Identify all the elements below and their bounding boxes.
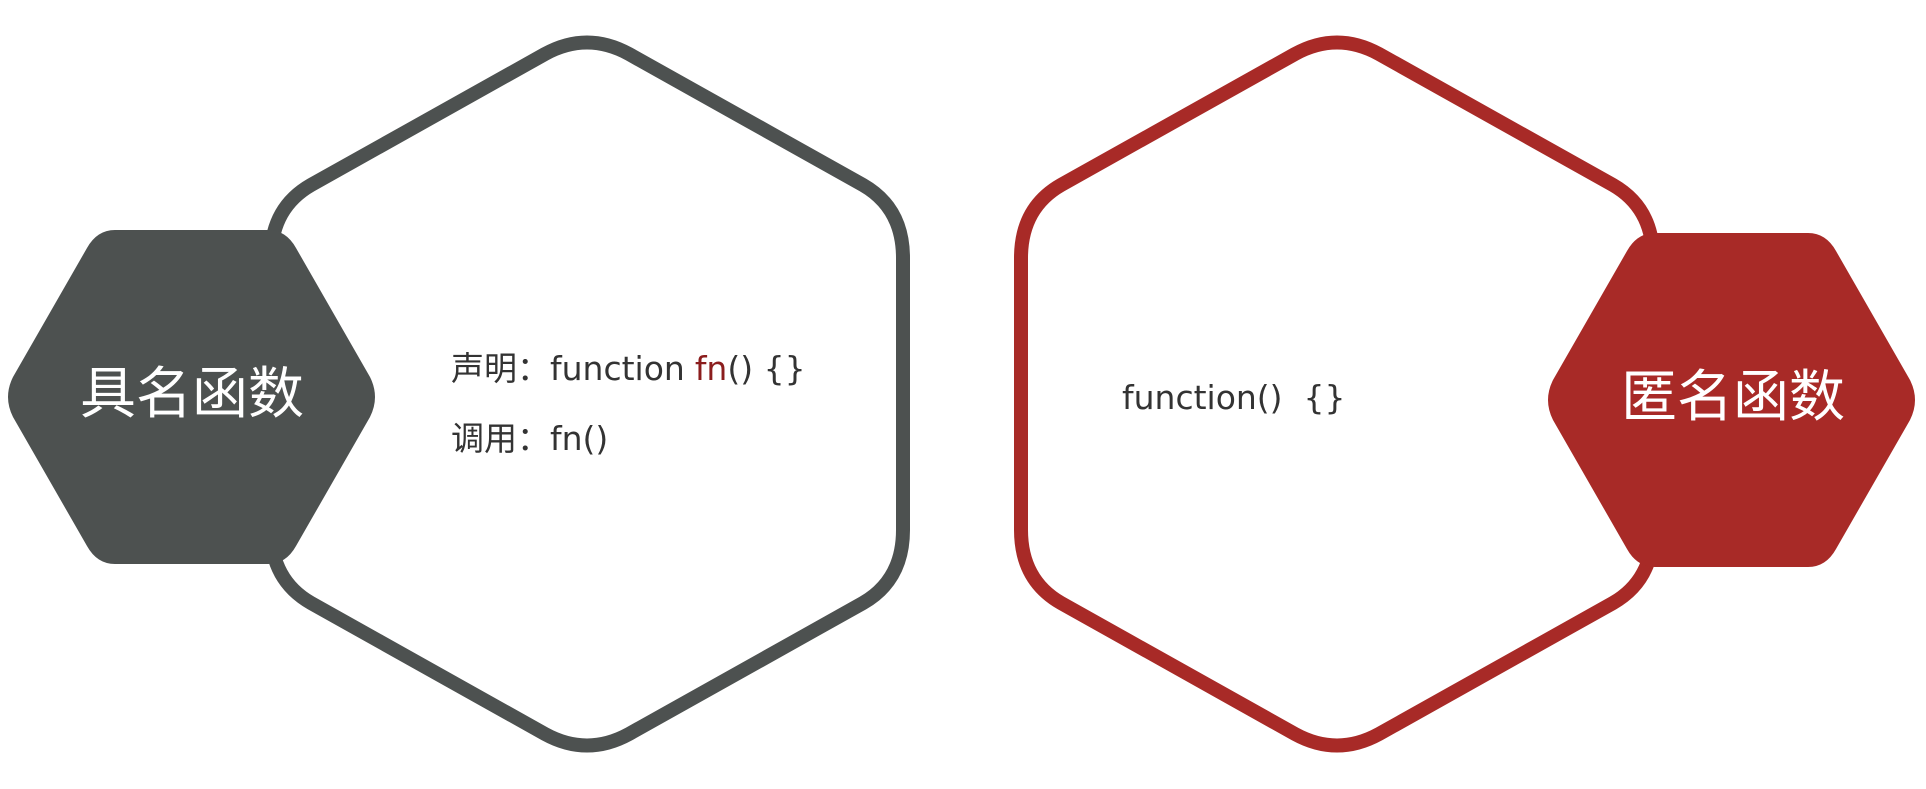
named-function-call: 调用：fn() bbox=[451, 419, 608, 458]
call-code: fn() bbox=[550, 419, 608, 458]
anonymous-function-code: function() {} bbox=[1122, 378, 1346, 417]
named-function-title: 具名函数 bbox=[80, 362, 304, 427]
anonymous-function-group: 匿名函数 function() {} bbox=[1014, 35, 1915, 753]
declaration-keyword: function bbox=[550, 349, 685, 388]
named-function-declaration: 声明：function fn() {} bbox=[451, 349, 806, 388]
anonymous-function-badge-hexagon bbox=[1548, 233, 1915, 567]
call-label: 调用： bbox=[451, 419, 550, 458]
declaration-function-name: fn bbox=[695, 349, 728, 388]
declaration-rest: () {} bbox=[727, 349, 805, 388]
named-function-group: 具名函数 声明：function fn() {} 调用：fn() bbox=[8, 35, 910, 753]
anonymous-function-title: 匿名函数 bbox=[1621, 365, 1845, 430]
named-function-badge-hexagon bbox=[8, 230, 375, 564]
declaration-label: 声明： bbox=[451, 349, 550, 388]
anonymous-function-outline-hexagon bbox=[1014, 35, 1660, 753]
